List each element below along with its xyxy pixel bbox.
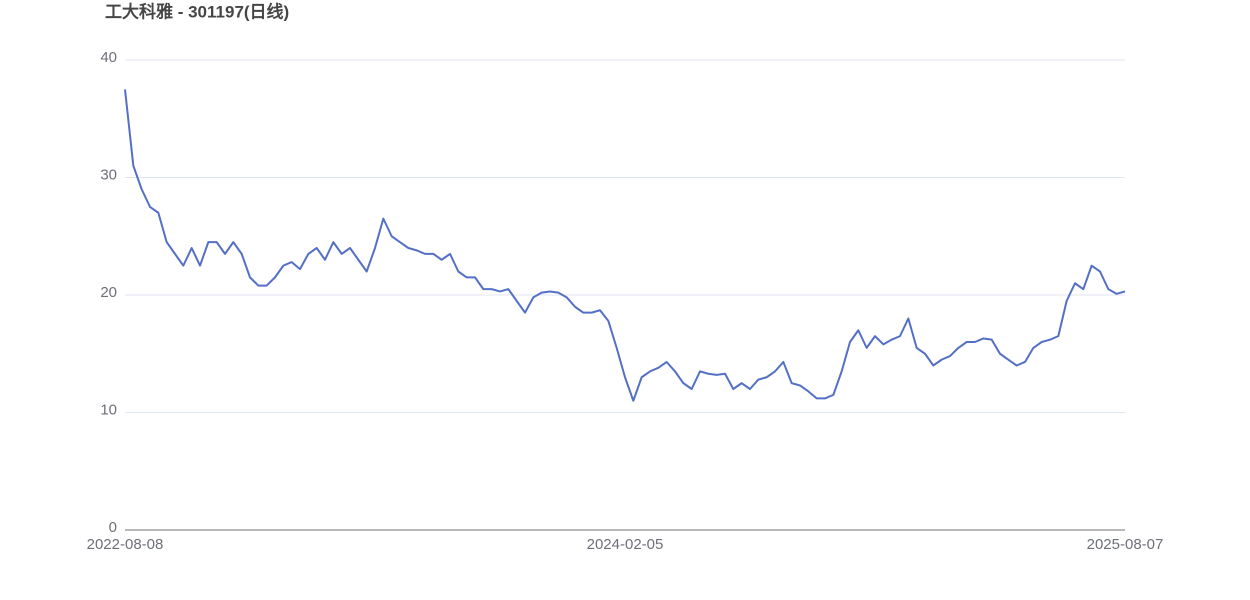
x-tick-label: 2024-02-05	[587, 536, 664, 553]
x-tick-label: 2022-08-08	[87, 536, 164, 553]
x-tick-label: 2025-08-07	[1087, 536, 1164, 553]
y-tick-label: 20	[100, 284, 117, 301]
y-tick-label: 30	[100, 166, 117, 183]
chart-title: 工大科雅 - 301197(日线)	[105, 1, 289, 21]
y-tick-label: 0	[109, 519, 117, 536]
y-tick-label: 10	[100, 401, 117, 418]
y-tick-label: 40	[100, 49, 117, 66]
price-line	[124, 89, 1126, 402]
